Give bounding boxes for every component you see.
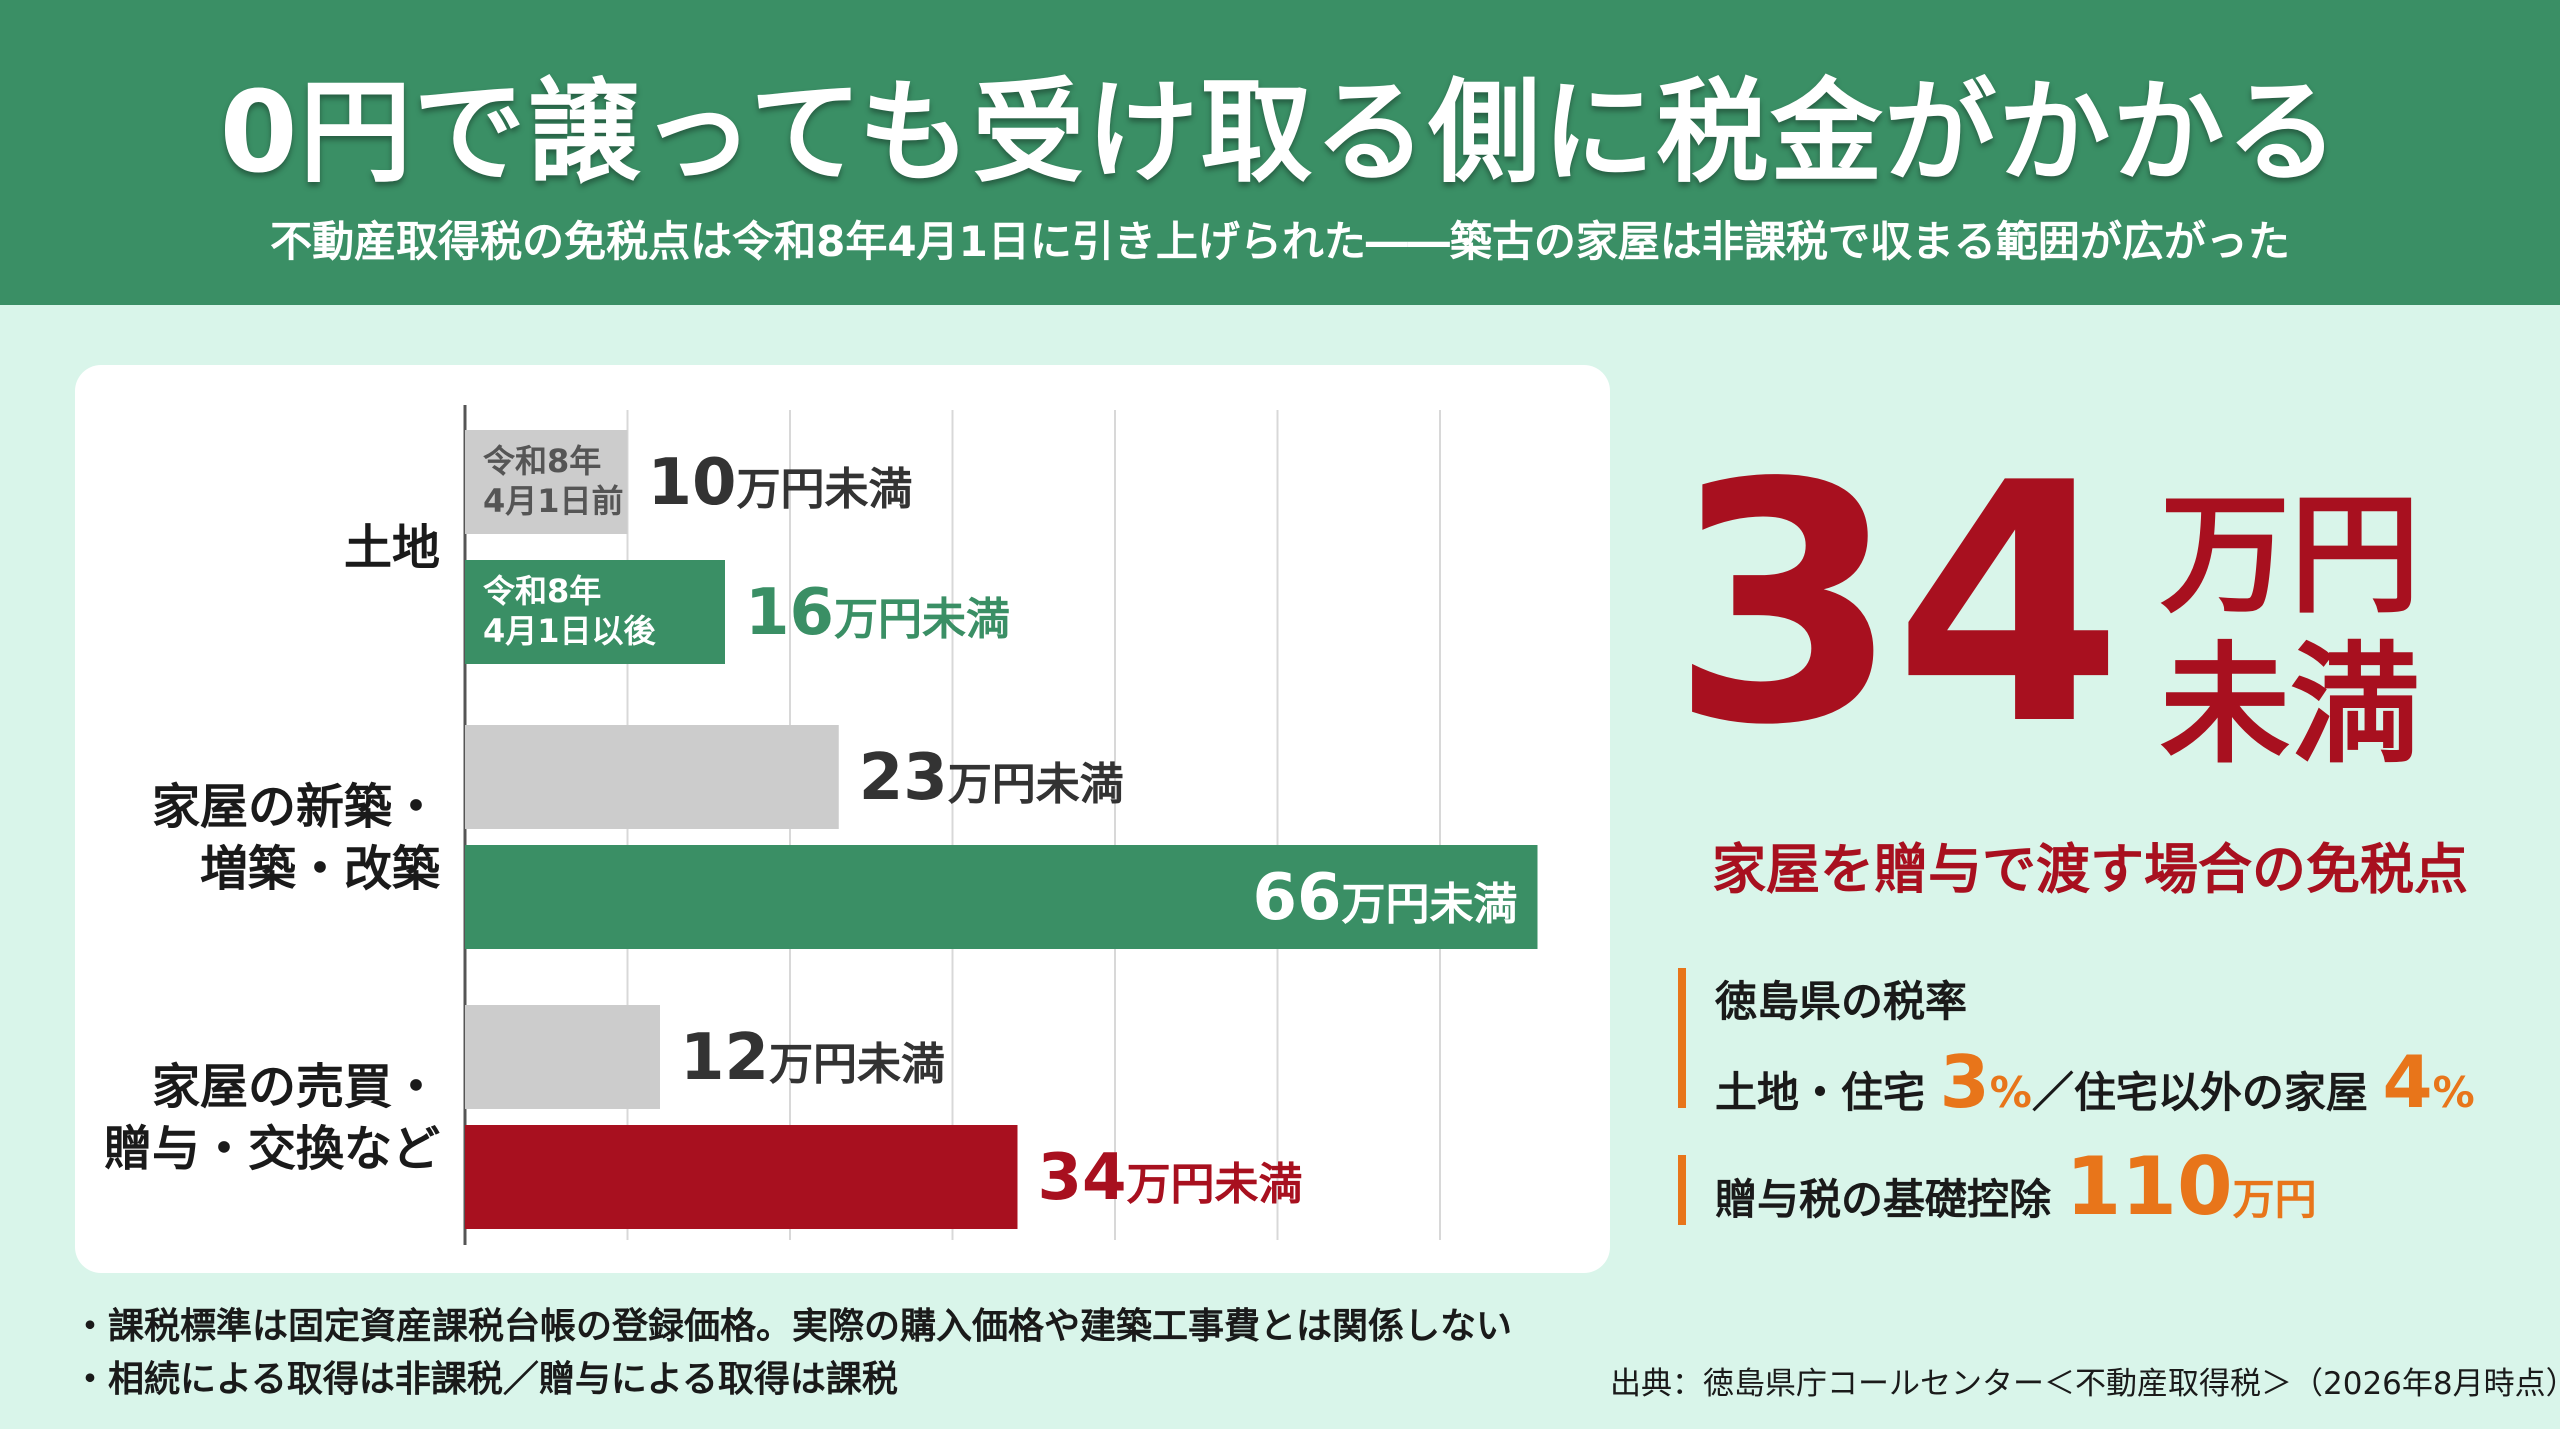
note-1: ・課税標準は固定資産課税台帳の登録価格。実際の購入価格や建築工事費とは関係しない bbox=[72, 1306, 1513, 1347]
bar bbox=[465, 1125, 1018, 1229]
note-2: ・相続による取得は非課税／贈与による取得は課税 bbox=[72, 1359, 898, 1400]
bar bbox=[465, 1005, 660, 1109]
land-rate-percent: % bbox=[1989, 1068, 2032, 1117]
bar bbox=[465, 560, 725, 664]
gift-unit: 万円 bbox=[2232, 1175, 2317, 1224]
highlight-unit-line1: 万円 bbox=[2160, 479, 2421, 631]
other-rate-percent: % bbox=[2432, 1068, 2475, 1117]
land-rate-label: 土地・住宅 bbox=[1715, 1068, 1926, 1117]
highlight-block: 34 万円 未満 bbox=[1640, 440, 2540, 800]
series-label: 4月1日以後 bbox=[483, 612, 657, 650]
data-label: 12万円未満 bbox=[680, 1021, 945, 1095]
highlight-caption: 家屋を贈与で渡す場合の免税点 bbox=[1712, 838, 2468, 901]
source-credit: 出典：徳島県庁コールセンター＜不動産取得税＞（2026年8月時点） bbox=[1610, 1366, 2560, 1402]
highlight-unit-line2: 未満 bbox=[2160, 629, 2421, 781]
page-title: 0円で譲っても受け取る側に税金がかかる bbox=[219, 68, 2341, 198]
gift-value: 110 bbox=[2065, 1140, 2233, 1233]
data-label: 66万円未満 bbox=[1252, 861, 1517, 935]
category-label: 家屋の新築・ bbox=[152, 779, 440, 835]
data-label: 10万円未満 bbox=[648, 446, 913, 520]
series-label: 令和8年 bbox=[483, 442, 601, 480]
highlight-number: 34 bbox=[1670, 413, 2123, 797]
data-label: 16万円未満 bbox=[745, 576, 1010, 650]
chart-panel: 土地 令和8年 4月1日前 10万円未満 令和8年 4月1日以後 16万円未満 家屋の新築・増… bbox=[75, 365, 1610, 1273]
other-rate-label: ／住宅以外の家屋 bbox=[2031, 1068, 2368, 1117]
data-label: 23万円未満 bbox=[859, 741, 1124, 815]
bar bbox=[465, 725, 839, 829]
bar bbox=[465, 430, 628, 534]
rate-title: 徳島県の税率 bbox=[1715, 977, 1968, 1026]
bar bbox=[465, 845, 1538, 949]
rate-accent-bar bbox=[1678, 968, 1686, 1108]
category-label: 増築・改築 bbox=[200, 841, 441, 897]
gift-accent-bar bbox=[1678, 1155, 1686, 1225]
category-label: 贈与・交換など bbox=[104, 1121, 440, 1177]
gift-line: 贈与税の基礎控除 110万円 bbox=[1715, 1140, 2317, 1233]
category-label: 土地 bbox=[344, 520, 440, 576]
category-label: 家屋の売買・ bbox=[152, 1059, 440, 1115]
header-banner: 0円で譲っても受け取る側に税金がかかる 不動産取得税の免税点は令和8年4月1日に… bbox=[0, 0, 2560, 305]
page-subtitle: 不動産取得税の免税点は令和8年4月1日に引き上げられた――築古の家屋は非課税で収… bbox=[270, 217, 2290, 266]
land-rate-value: 3 bbox=[1939, 1040, 1990, 1124]
series-label: 令和8年 bbox=[483, 572, 601, 610]
series-label: 4月1日前 bbox=[483, 482, 624, 520]
other-rate-value: 4 bbox=[2382, 1040, 2433, 1124]
gift-label: 贈与税の基礎控除 bbox=[1715, 1175, 2052, 1224]
data-label: 34万円未満 bbox=[1038, 1141, 1303, 1215]
rate-line: 土地・住宅 3%／住宅以外の家屋 4% bbox=[1715, 1040, 2475, 1124]
